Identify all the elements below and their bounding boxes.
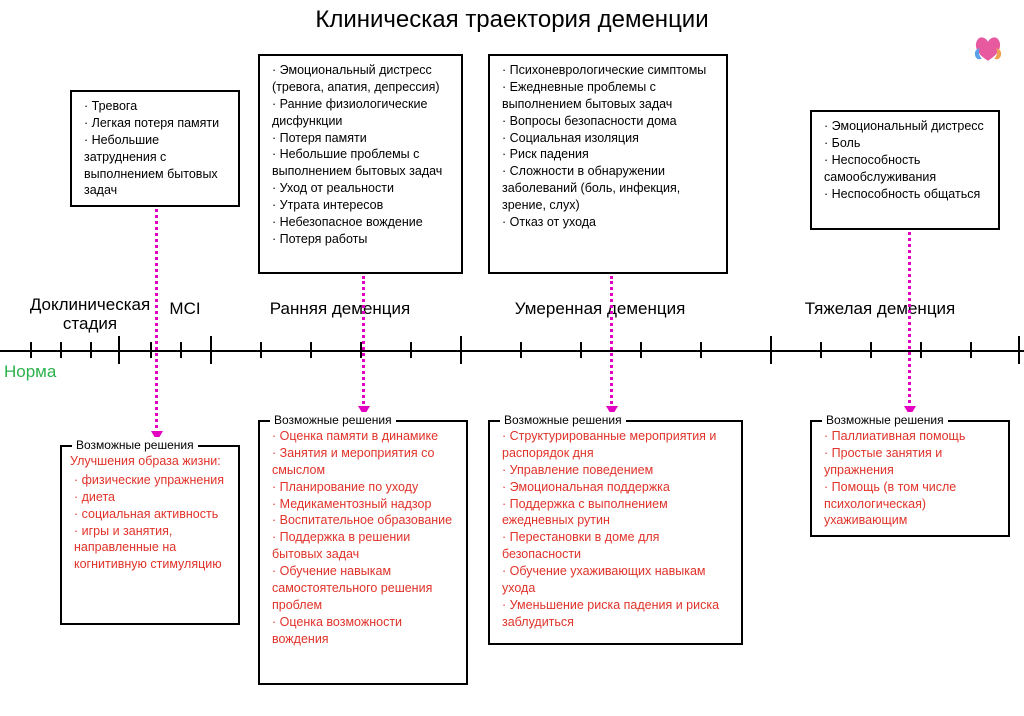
axis-tick-minor	[580, 342, 582, 358]
axis-tick-minor	[260, 342, 262, 358]
symptom-item: Небольшие затруднения с выполнением быто…	[84, 132, 230, 200]
solution-item: Простые занятия и упражнения	[824, 445, 1000, 479]
solution-item: Обучение навыкам самостоятельного решени…	[272, 563, 458, 614]
solution-item: Поддержка в решении бытовых задач	[272, 529, 458, 563]
symptom-item: Легкая потеря памяти	[84, 115, 230, 132]
solution-item: Планирование по уходу	[272, 479, 458, 496]
symptom-item: Отказ от ухода	[502, 214, 718, 231]
axis-tick-minor	[30, 342, 32, 358]
page-title: Клиническая траектория деменции	[0, 6, 1024, 34]
trajectory-arrow	[610, 276, 613, 415]
solutions-box: Возможные решенияОценка памяти в динамик…	[258, 420, 468, 685]
axis-tick-minor	[640, 342, 642, 358]
stage-label: Тяжелая деменция	[790, 300, 970, 319]
solutions-intro: Улучшения образа жизни:	[70, 453, 230, 470]
solution-item: Эмоциональная поддержка	[502, 479, 733, 496]
symptom-item: Небольшие проблемы с выполнением бытовых…	[272, 146, 453, 180]
solution-item: Обучение ухаживающих навыкам ухода	[502, 563, 733, 597]
symptom-item: Потеря памяти	[272, 130, 453, 147]
symptom-item: Утрата интересов	[272, 197, 453, 214]
axis-tick-minor	[180, 342, 182, 358]
stage-label: Умеренная деменция	[510, 300, 690, 319]
axis-tick-minor	[820, 342, 822, 358]
axis-tick-major	[210, 336, 212, 364]
solutions-legend: Возможные решения	[822, 412, 948, 428]
symptom-item: Неспособность самообслуживания	[824, 152, 990, 186]
symptom-item: Небезопасное вождение	[272, 214, 453, 231]
symptom-item: Ранние физиологические дисфункции	[272, 96, 453, 130]
symptom-item: Потеря работы	[272, 231, 453, 248]
symptom-item: Уход от реальности	[272, 180, 453, 197]
solutions-box: Возможные решенияПаллиативная помощьПрос…	[810, 420, 1010, 537]
solutions-box: Возможные решенияУлучшения образа жизни:…	[60, 445, 240, 625]
solution-item: игры и занятия, направленные на когнитив…	[74, 523, 230, 574]
trajectory-arrow	[155, 192, 158, 440]
solution-item: Перестановки в доме для безопасности	[502, 529, 733, 563]
axis-tick-minor	[920, 342, 922, 358]
solution-item: Уменьшение риска падения и риска заблуди…	[502, 597, 733, 631]
axis-tick-minor	[60, 342, 62, 358]
symptom-item: Вопросы безопасности дома	[502, 113, 718, 130]
symptom-item: Тревога	[84, 98, 230, 115]
symptom-item: Психоневрологические симптомы	[502, 62, 718, 79]
solution-item: Структурированные мероприятия и распоряд…	[502, 428, 733, 462]
axis-tick-minor	[410, 342, 412, 358]
solution-item: Занятия и мероприятия со смыслом	[272, 445, 458, 479]
solution-item: Поддержка с выполнением ежедневных рутин	[502, 496, 733, 530]
solution-item: Оценка памяти в динамике	[272, 428, 458, 445]
stage-label: Ранняя деменция	[250, 300, 430, 319]
symptom-item: Риск падения	[502, 146, 718, 163]
solution-item: физические упражнения	[74, 472, 230, 489]
symptom-item: Эмоциональный дистресс (тревога, апатия,…	[272, 62, 453, 96]
axis-tick-minor	[970, 342, 972, 358]
solutions-legend: Возможные решения	[270, 412, 396, 428]
solution-item: диета	[74, 489, 230, 506]
solution-item: Оценка возможности вождения	[272, 614, 458, 648]
symptom-box: Психоневрологические симптомыЕжедневные …	[488, 54, 728, 274]
solution-item: Паллиативная помощь	[824, 428, 1000, 445]
trajectory-arrow	[362, 276, 365, 415]
symptom-box: Эмоциональный дистрессБольНеспособность …	[810, 110, 1000, 230]
solutions-legend: Возможные решения	[500, 412, 626, 428]
axis-tick-minor	[700, 342, 702, 358]
axis-tick-minor	[90, 342, 92, 358]
solution-item: Медикаментозный надзор	[272, 496, 458, 513]
axis-tick-major	[1018, 336, 1020, 364]
solution-item: Воспитательное образование	[272, 512, 458, 529]
stage-label: MCI	[95, 300, 275, 319]
trajectory-arrow	[908, 232, 911, 415]
axis-tick-minor	[870, 342, 872, 358]
solutions-legend: Возможные решения	[72, 437, 198, 453]
symptom-item: Эмоциональный дистресс	[824, 118, 990, 135]
logo-icon	[967, 25, 1009, 67]
axis-tick-minor	[150, 342, 152, 358]
norma-label: Норма	[4, 362, 56, 382]
solution-item: социальная активность	[74, 506, 230, 523]
solution-item: Управление поведением	[502, 462, 733, 479]
axis-tick-minor	[520, 342, 522, 358]
axis-tick-major	[770, 336, 772, 364]
solution-item: Помощь (в том числе психологическая) уха…	[824, 479, 1000, 530]
solutions-box: Возможные решенияСтруктурированные мероп…	[488, 420, 743, 645]
symptom-box: ТревогаЛегкая потеря памятиНебольшие зат…	[70, 90, 240, 207]
symptom-item: Боль	[824, 135, 990, 152]
symptom-item: Ежедневные проблемы с выполнением бытовы…	[502, 79, 718, 113]
axis-tick-major	[118, 336, 120, 364]
symptom-item: Неспособность общаться	[824, 186, 990, 203]
axis-tick-major	[460, 336, 462, 364]
symptom-box: Эмоциональный дистресс (тревога, апатия,…	[258, 54, 463, 274]
axis-tick-minor	[310, 342, 312, 358]
symptom-item: Сложности в обнаружении заболеваний (бол…	[502, 163, 718, 214]
symptom-item: Социальная изоляция	[502, 130, 718, 147]
